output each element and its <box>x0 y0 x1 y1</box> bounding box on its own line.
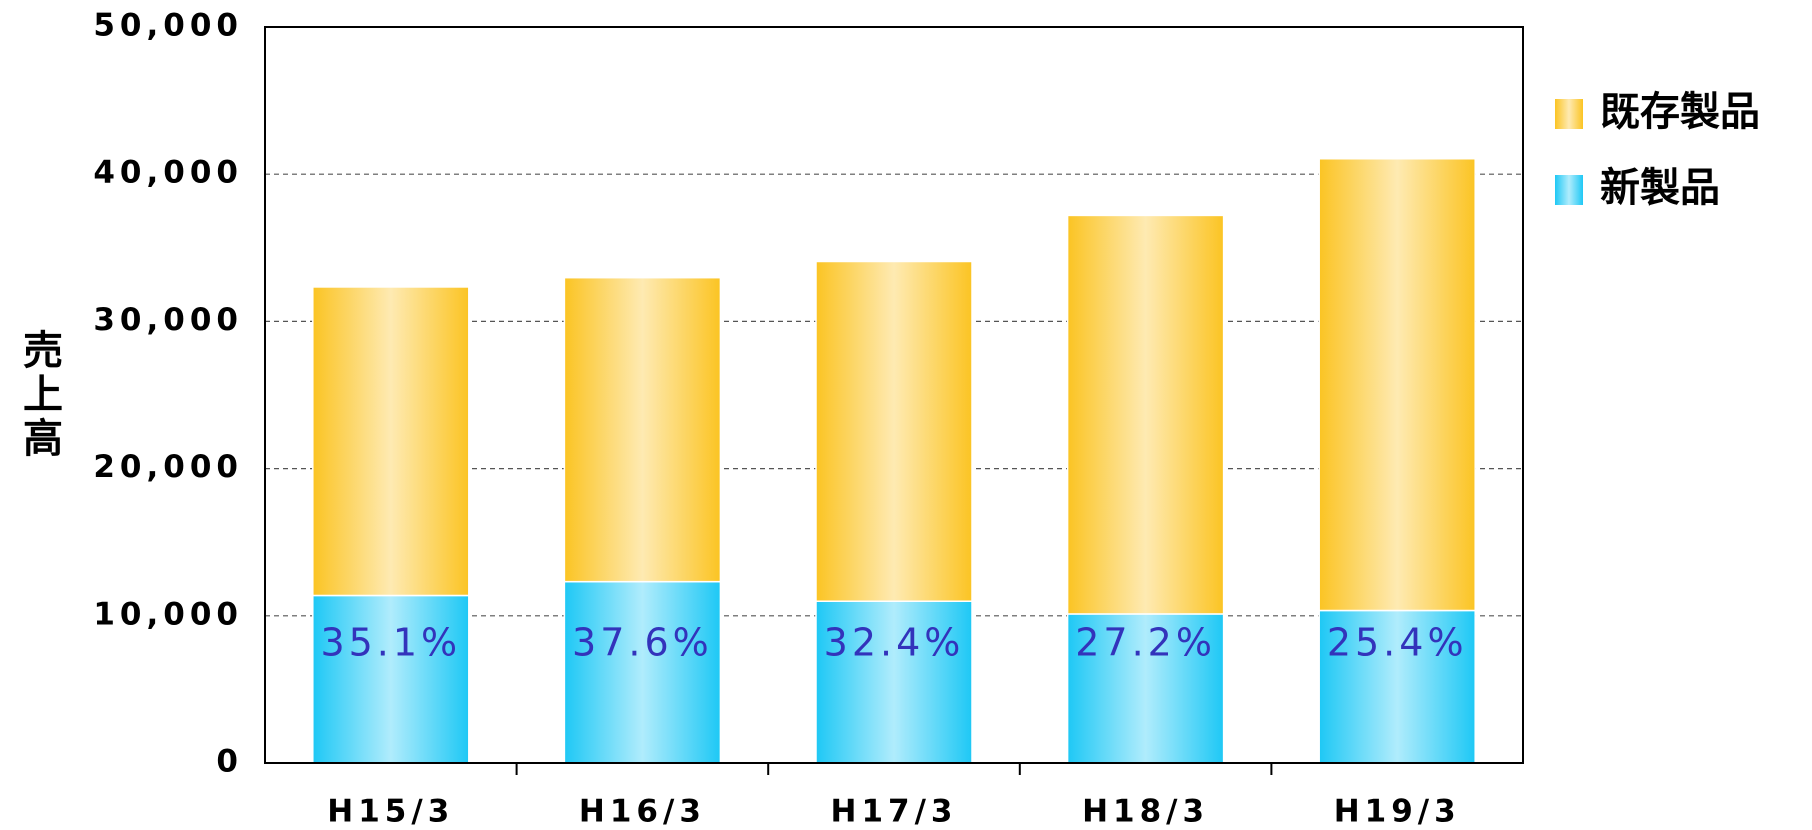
legend-label: 新製品 <box>1600 165 1720 211</box>
x-tick-label: H19/3 <box>1334 794 1461 830</box>
bar-annotation: 35.1% <box>320 621 461 665</box>
y-tick-label: 20,000 <box>93 449 243 485</box>
bar-segment <box>563 580 722 764</box>
bar-annotation: 32.4% <box>824 621 965 665</box>
bar-segment <box>1318 609 1476 764</box>
legend-label: 既存製品 <box>1600 89 1760 135</box>
y-tick-label: 50,000 <box>93 8 243 44</box>
x-tick-label: H17/3 <box>831 794 958 830</box>
bar-segment <box>312 594 470 764</box>
bar-annotation: 37.6% <box>572 621 713 665</box>
x-tick-label: H18/3 <box>1082 794 1209 830</box>
y-tick-label: 0 <box>216 744 243 780</box>
bar-segment <box>312 286 470 597</box>
bar-annotation: 25.4% <box>1327 621 1468 665</box>
x-tick-label: H16/3 <box>579 794 706 830</box>
bar-segment <box>815 260 973 602</box>
y-tick-label: 30,000 <box>93 302 243 338</box>
bar-segment <box>1318 157 1476 612</box>
legend-swatch <box>1555 99 1583 129</box>
y-axis-label: 売上高 <box>16 329 63 461</box>
bar-annotation: 27.2% <box>1075 621 1216 665</box>
y-tick-label: 10,000 <box>93 596 243 632</box>
y-tick-label: 40,000 <box>93 155 243 191</box>
x-tick-label: H15/3 <box>327 794 454 830</box>
bar-segment <box>1066 214 1225 615</box>
legend-swatch <box>1555 175 1583 205</box>
bar-segment <box>1066 613 1225 764</box>
plot-frame <box>264 26 1524 764</box>
bar-segment <box>563 276 722 583</box>
